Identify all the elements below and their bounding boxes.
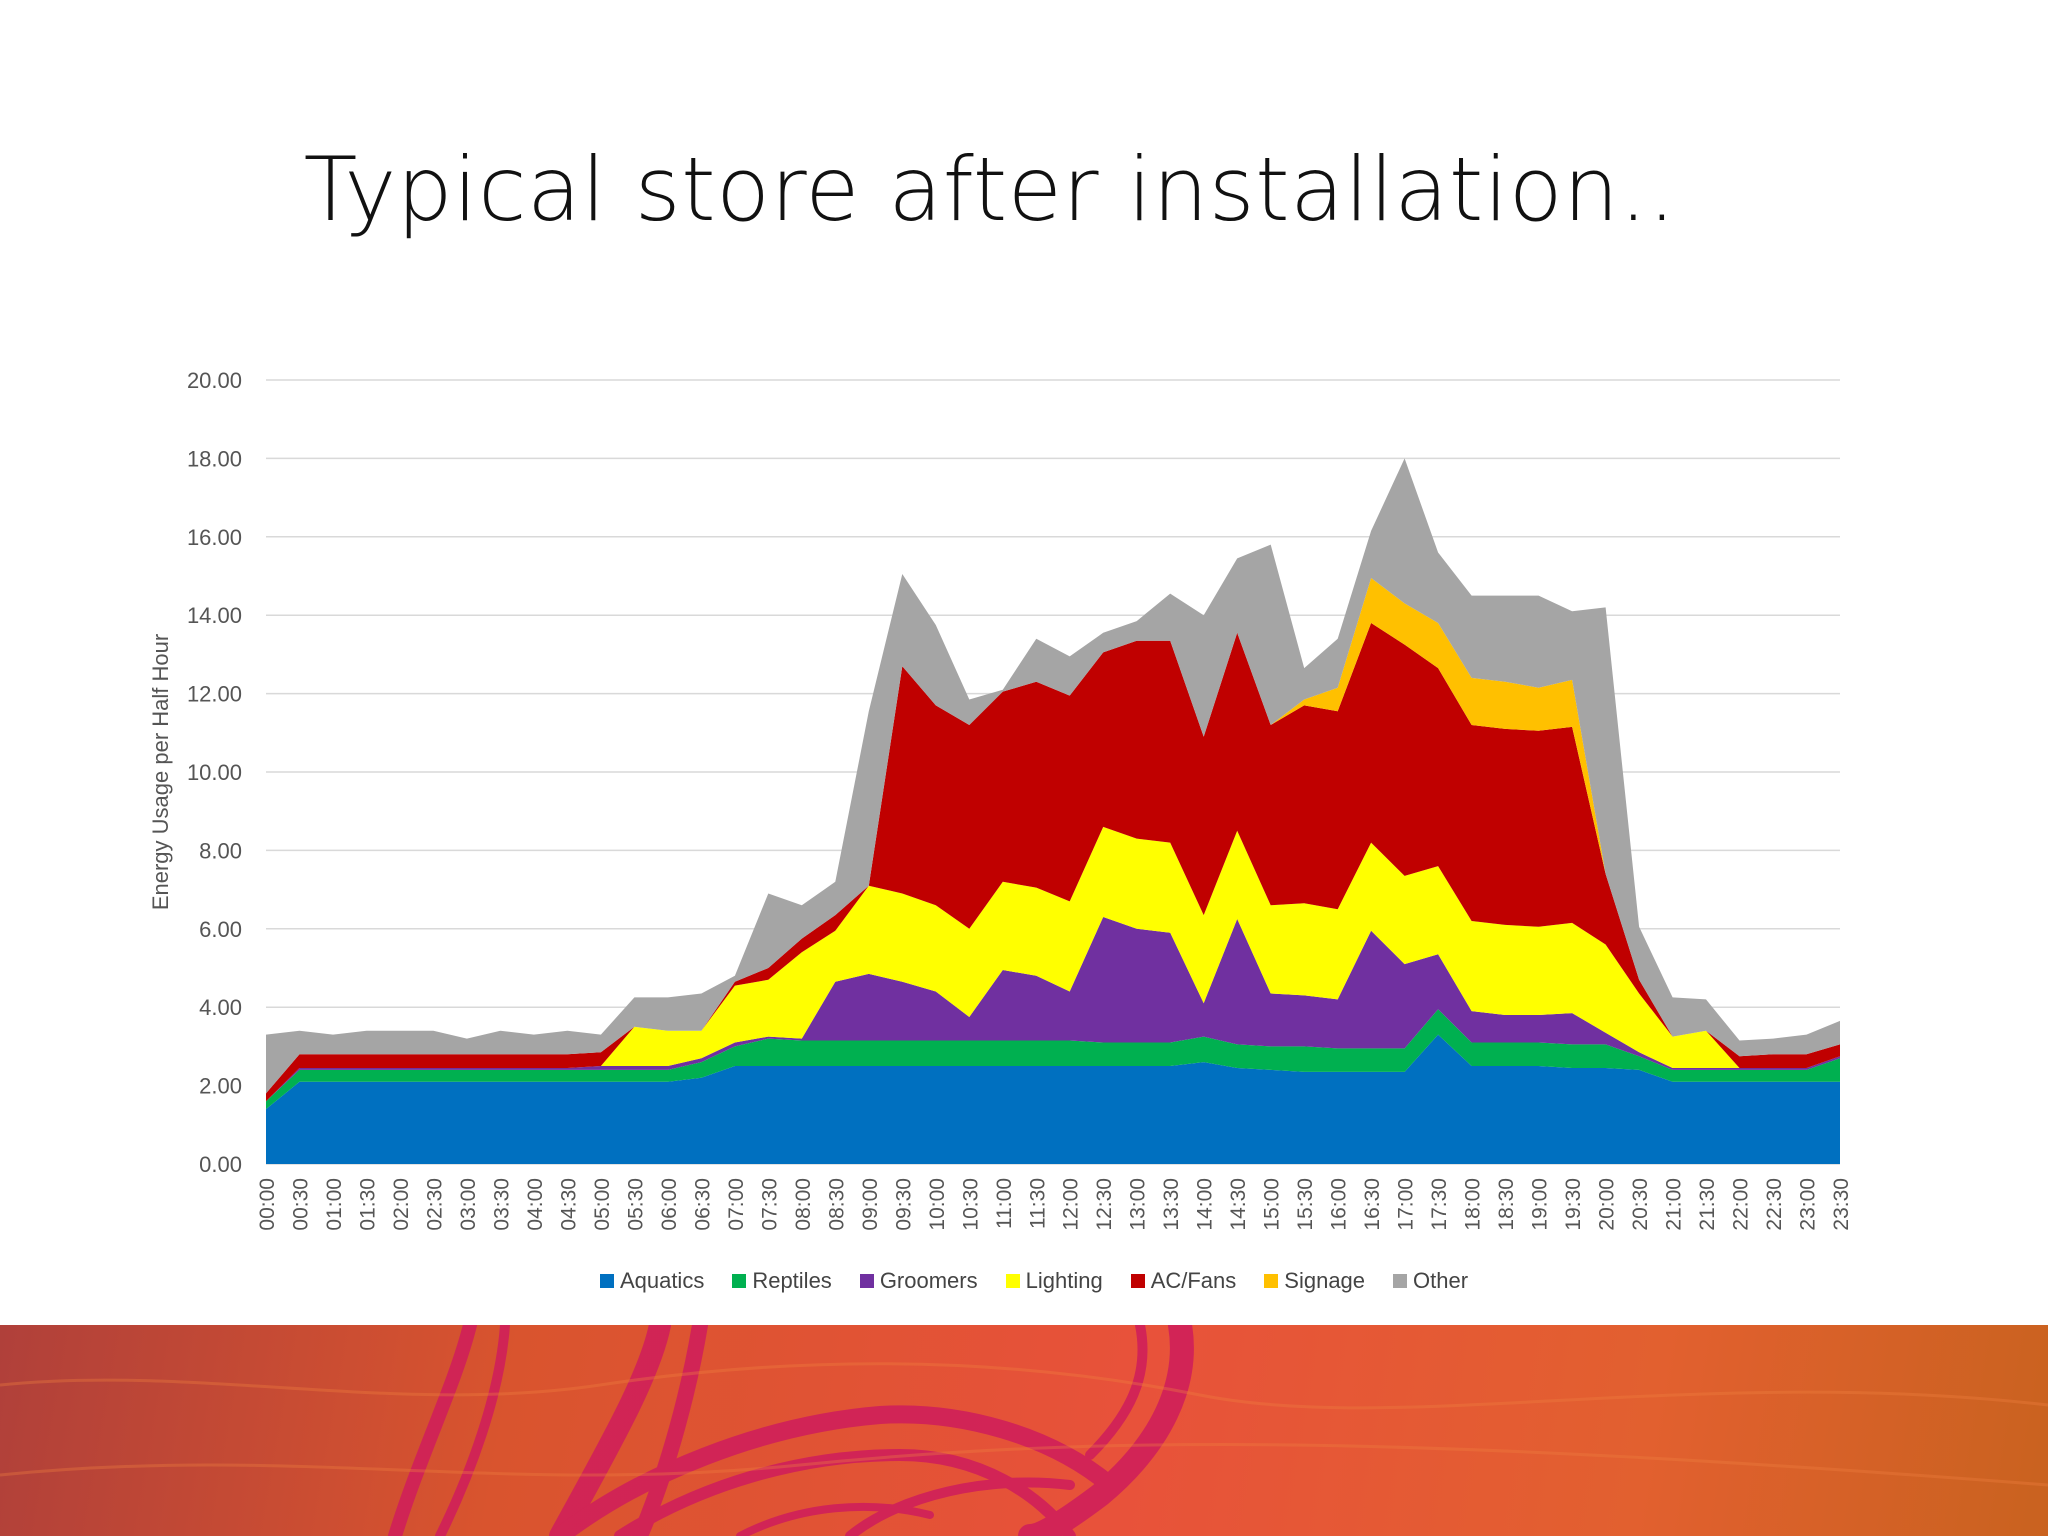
y-axis-ticks: 0.00 2.00 4.00 6.00 8.00 10.00 12.00 14.00 16.00… (187, 368, 242, 1177)
vine-pattern-decoration (0, 1325, 2048, 1536)
x-tick-label: 05:00 (591, 1178, 614, 1231)
legend-label: Reptiles (752, 1268, 832, 1293)
legend-swatch (1393, 1274, 1408, 1288)
x-tick-label: 01:30 (357, 1178, 380, 1231)
x-tick-label: 11:30 (1026, 1178, 1049, 1229)
x-tick-label: 12:00 (1060, 1178, 1083, 1231)
legend-swatch (859, 1274, 874, 1288)
x-tick-label: 05:30 (624, 1178, 647, 1231)
x-tick-label: 03:00 (457, 1178, 480, 1231)
x-tick-label: 08:00 (792, 1178, 815, 1231)
x-tick-label: 18:00 (1462, 1178, 1485, 1231)
x-tick-label: 21:00 (1663, 1178, 1686, 1231)
legend-swatch (599, 1274, 614, 1288)
x-tick-label: 23:30 (1830, 1178, 1853, 1231)
legend-item-groomers: Groomers (859, 1268, 978, 1294)
stacked-area-chart: 0.00 2.00 4.00 6.00 8.00 10.00 12.00 14.00 16.00… (148, 368, 1853, 1231)
x-tick-label: 09:00 (859, 1178, 882, 1231)
x-tick-label: 22:00 (1730, 1178, 1753, 1231)
legend-label: Other (1413, 1268, 1469, 1293)
y-tick-label: 18.00 (187, 446, 242, 471)
x-tick-label: 15:00 (1261, 1178, 1284, 1231)
x-tick-label: 17:30 (1428, 1178, 1451, 1231)
legend-swatch (1005, 1274, 1020, 1288)
x-tick-label: 00:30 (290, 1178, 313, 1231)
area-series-aquatics (266, 1034, 1840, 1164)
x-tick-label: 10:00 (926, 1178, 949, 1231)
x-tick-label: 03:30 (490, 1178, 513, 1231)
x-tick-label: 20:00 (1596, 1178, 1619, 1231)
footer-decorative-band (0, 1325, 2048, 1536)
x-tick-label: 04:00 (524, 1178, 547, 1231)
y-tick-label: 4.00 (199, 995, 242, 1020)
x-tick-label: 09:30 (892, 1178, 915, 1231)
y-tick-label: 6.00 (199, 917, 242, 942)
x-tick-label: 15:30 (1294, 1178, 1317, 1231)
x-tick-label: 20:30 (1629, 1178, 1652, 1231)
x-tick-label: 19:00 (1529, 1178, 1552, 1231)
legend-label: Lighting (1025, 1268, 1103, 1293)
legend-item-other: Other (1393, 1268, 1468, 1294)
y-tick-label: 16.00 (187, 525, 242, 550)
y-tick-label: 0.00 (199, 1152, 242, 1177)
x-axis-ticks: 00:00 00:30 01:00 01:30 02:00 02:30 03:00 03:30… (256, 1178, 1853, 1231)
x-tick-label: 02:30 (423, 1178, 446, 1231)
slide-title: Typical store after installation.. (303, 138, 1677, 241)
legend-item-lighting: Lighting (1005, 1268, 1103, 1294)
x-tick-label: 07:30 (758, 1178, 781, 1231)
x-tick-label: 11:00 (993, 1178, 1016, 1229)
y-tick-label: 14.00 (187, 603, 242, 628)
x-tick-label: 21:30 (1696, 1178, 1719, 1231)
x-tick-label: 23:00 (1797, 1178, 1820, 1231)
x-tick-label: 06:30 (691, 1178, 714, 1231)
area-series-groomers (266, 917, 1840, 1102)
x-tick-label: 18:30 (1495, 1178, 1518, 1231)
legend-swatch (1264, 1274, 1279, 1288)
area-series-other (266, 458, 1840, 1094)
y-tick-label: 20.00 (187, 368, 242, 393)
x-tick-label: 14:00 (1194, 1178, 1217, 1231)
area-series-lighting (266, 826, 1840, 1102)
x-tick-label: 13:00 (1127, 1178, 1150, 1231)
legend-swatch (732, 1274, 747, 1288)
legend-label: Signage (1284, 1268, 1366, 1293)
x-tick-label: 00:00 (256, 1178, 279, 1231)
area-series-ac-fans (266, 623, 1840, 1102)
y-axis-label: Energy Usage per Half Hour (148, 634, 173, 910)
x-tick-label: 22:30 (1763, 1178, 1786, 1231)
legend-swatch (1130, 1274, 1145, 1288)
x-tick-label: 01:00 (323, 1178, 346, 1231)
x-tick-label: 08:30 (825, 1178, 848, 1231)
x-tick-label: 14:30 (1227, 1178, 1250, 1231)
x-tick-label: 10:30 (959, 1178, 982, 1231)
x-tick-label: 19:30 (1562, 1178, 1585, 1231)
area-series (266, 458, 1840, 1164)
legend-item-signage: Signage (1264, 1268, 1365, 1294)
y-tick-label: 10.00 (187, 760, 242, 785)
area-series-reptiles (266, 1009, 1840, 1110)
x-tick-label: 12:30 (1093, 1178, 1116, 1231)
legend-label: Groomers (879, 1268, 978, 1293)
legend-item-ac-fans: AC/Fans (1130, 1268, 1237, 1294)
y-tick-label: 8.00 (199, 838, 242, 863)
y-tick-label: 2.00 (199, 1074, 242, 1099)
x-tick-label: 06:00 (658, 1178, 681, 1231)
x-tick-label: 16:00 (1328, 1178, 1351, 1231)
legend-label: AC/Fans (1150, 1268, 1237, 1293)
x-tick-label: 16:30 (1361, 1178, 1384, 1231)
x-tick-label: 04:30 (557, 1178, 580, 1231)
x-tick-label: 02:00 (390, 1178, 413, 1231)
x-tick-label: 17:00 (1395, 1178, 1418, 1231)
x-tick-label: 13:30 (1160, 1178, 1183, 1231)
chart-legend: Aquatics Reptiles Groomers Lighting AC/Fans S… (0, 1266, 2048, 1296)
legend-label: Aquatics (619, 1268, 705, 1293)
y-tick-label: 12.00 (187, 682, 242, 707)
legend-item-reptiles: Reptiles (732, 1268, 832, 1294)
x-tick-label: 07:00 (725, 1178, 748, 1231)
legend-item-aquatics: Aquatics (599, 1268, 705, 1294)
